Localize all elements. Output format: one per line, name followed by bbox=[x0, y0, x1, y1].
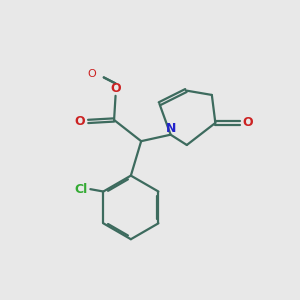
Text: N: N bbox=[166, 122, 176, 135]
Text: O: O bbox=[242, 116, 253, 129]
Text: Cl: Cl bbox=[74, 183, 87, 196]
Text: O: O bbox=[88, 69, 96, 79]
Text: O: O bbox=[110, 82, 121, 95]
Text: O: O bbox=[75, 115, 85, 128]
